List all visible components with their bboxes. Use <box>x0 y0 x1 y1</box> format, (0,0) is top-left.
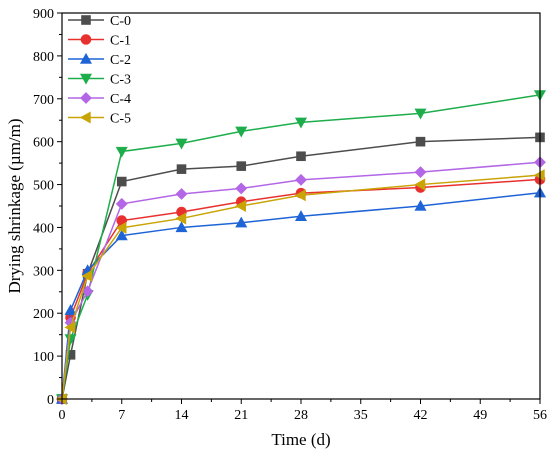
legend-marker-c-5 <box>79 111 91 124</box>
y-tick-label-900: 900 <box>33 7 54 22</box>
y-tick-label-0: 0 <box>47 393 54 408</box>
series-line-c-5 <box>61 174 541 400</box>
point-c-5-28 <box>294 189 306 202</box>
point-c-3-1 <box>64 334 77 346</box>
y-tick-label-800: 800 <box>33 50 54 65</box>
point-c-4-7 <box>115 197 128 210</box>
point-c-3-7 <box>115 146 128 158</box>
plot-frame <box>61 12 541 400</box>
x-tick-label-7: 7 <box>118 408 125 423</box>
point-c-5-3 <box>81 269 93 282</box>
legend-label-c-1: C-1 <box>110 34 131 49</box>
legend-label-c-4: C-4 <box>110 92 131 107</box>
legend-marker-c-2 <box>79 52 93 64</box>
y-tick-label-300: 300 <box>33 264 54 279</box>
point-c-5-1 <box>64 321 76 334</box>
point-c-0-7 <box>116 176 127 187</box>
x-tick-label-14: 14 <box>175 408 189 423</box>
y-tick-label-200: 200 <box>33 307 54 322</box>
point-c-5-14 <box>175 212 187 225</box>
point-c-3-14 <box>175 138 188 150</box>
point-c-4-3 <box>81 285 94 298</box>
point-c-4-28 <box>295 173 307 186</box>
point-c-0-14 <box>176 164 187 174</box>
y-axis-title: Drying shrinkage (µm/m) <box>5 118 24 293</box>
legend-label-c-0: C-0 <box>110 14 131 29</box>
series-c-0 <box>57 132 545 404</box>
x-tick-label-21: 21 <box>234 408 248 423</box>
legend-marker-c-0 <box>81 15 91 25</box>
point-c-2-7 <box>115 229 128 241</box>
legend-item-c-2: C-2 <box>68 52 131 68</box>
point-c-0-42 <box>415 136 426 147</box>
y-tick-label-700: 700 <box>33 93 54 108</box>
legend-item-c-4: C-4 <box>68 92 131 107</box>
series-c-3 <box>55 90 547 406</box>
point-c-4-42 <box>414 166 427 179</box>
series-line-c-2 <box>61 191 541 400</box>
legend-item-c-1: C-1 <box>68 34 131 49</box>
legend-item-c-5: C-5 <box>68 111 131 127</box>
y-tick-label-600: 600 <box>33 136 54 151</box>
x-tick-label-49: 49 <box>473 408 487 423</box>
point-c-5-21 <box>235 199 246 213</box>
point-c-5-7 <box>115 221 127 234</box>
point-c-3-21 <box>235 126 248 138</box>
legend-label-c-5: C-5 <box>110 112 131 127</box>
legend-marker-c-4 <box>80 92 92 104</box>
point-c-0-21 <box>236 161 247 171</box>
y-tick-label-100: 100 <box>33 350 54 365</box>
legend-marker-c-1 <box>80 34 92 45</box>
y-tick-label-400: 400 <box>33 221 54 236</box>
point-c-2-21 <box>235 216 248 228</box>
legend-item-c-0: C-0 <box>68 14 131 29</box>
x-tick-label-35: 35 <box>354 408 368 423</box>
legend-marker-c-3 <box>79 73 93 85</box>
series-c-1 <box>56 174 546 405</box>
point-c-0-28 <box>296 151 306 162</box>
point-c-3-28 <box>294 117 308 129</box>
point-c-2-14 <box>175 221 188 233</box>
legend-label-c-2: C-2 <box>110 53 131 68</box>
point-c-4-14 <box>175 188 188 200</box>
x-tick-label-56: 56 <box>533 408 547 423</box>
legend-item-c-3: C-3 <box>68 73 131 88</box>
point-c-5-42 <box>414 178 426 191</box>
x-tick-label-0: 0 <box>59 408 66 423</box>
series-c-5 <box>55 169 545 406</box>
y-axis: 0 100 200 300 400 500 600 700 800 900 <box>33 7 62 408</box>
x-tick-label-42: 42 <box>414 408 428 423</box>
point-c-2-28 <box>294 210 308 221</box>
point-c-2-1 <box>64 304 77 315</box>
legend-label-c-3: C-3 <box>110 73 131 88</box>
x-tick-label-28: 28 <box>294 408 308 423</box>
plot-area <box>55 90 547 406</box>
x-axis-title: Time (d) <box>271 430 330 449</box>
point-c-3-42 <box>414 108 427 120</box>
y-tick-label-500: 500 <box>33 179 54 194</box>
legend: C-0 C-1 C-2 C-3 C-4 C-5 <box>68 14 131 127</box>
x-axis: 0 7 14 21 28 35 42 49 56 <box>59 399 547 423</box>
point-c-2-42 <box>414 199 427 211</box>
point-c-4-21 <box>235 182 248 195</box>
